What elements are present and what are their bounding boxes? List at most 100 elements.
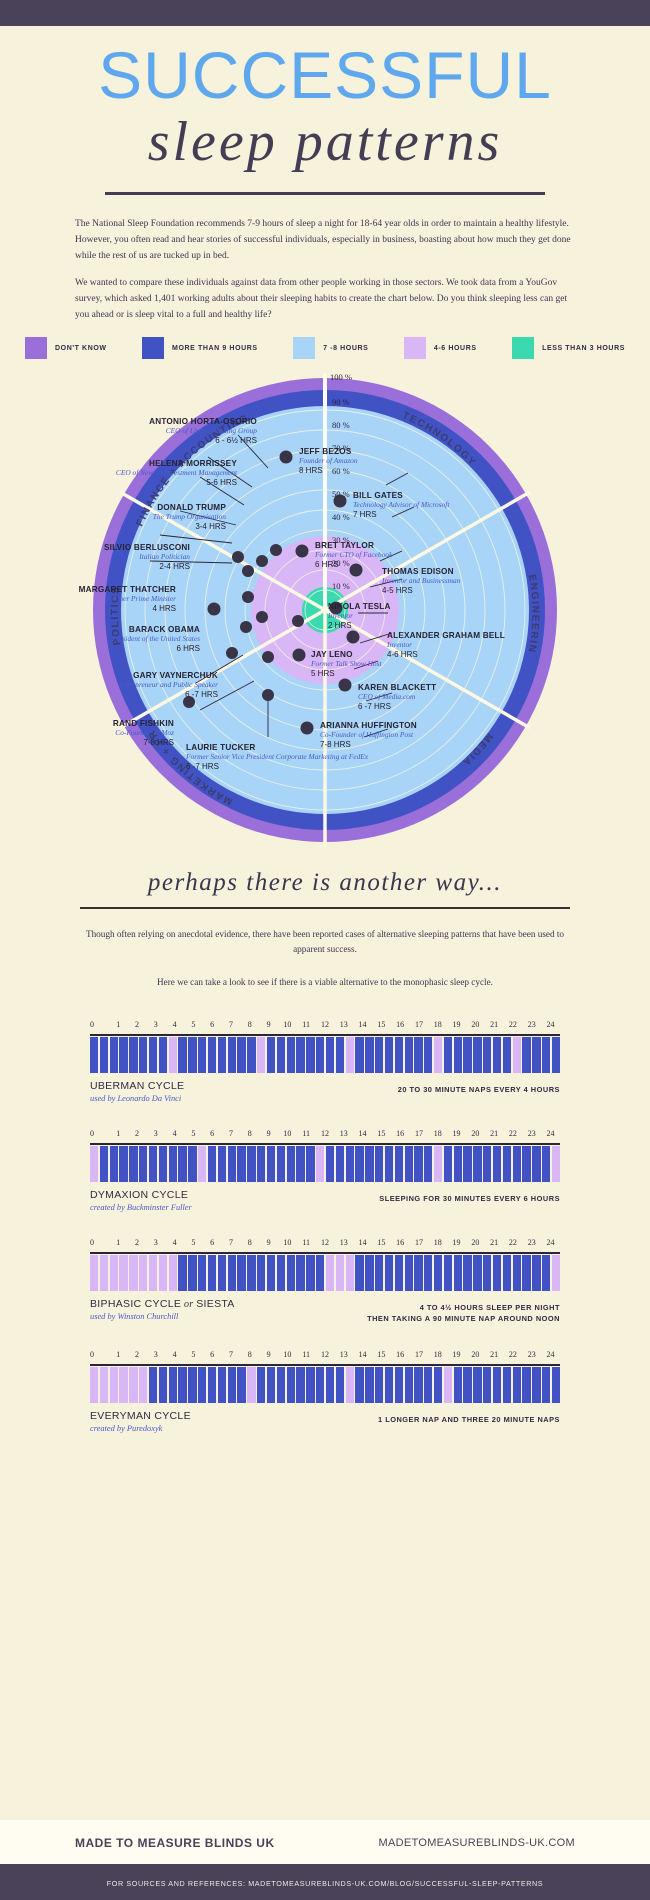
intro-paragraph-1: The National Sleep Foundation recommends… [75,219,571,261]
cycle-bar-segment [109,1145,118,1182]
svg-text:10 %: 10 % [332,581,350,591]
sleep-cycles-list: 0 1 2 3 4 5 6 7 8 9 10 11 12 13 14 15 16 17 18 19 20 21 22 23 24… [90,1019,561,1433]
cycle-bar-segment [266,1036,276,1073]
cycle-bar-segment [335,1036,345,1073]
hour-tick: 14 [358,1128,367,1138]
hour-tick: 20 [471,1128,480,1138]
hour-axis: 0 1 2 3 4 5 6 7 8 9 10 11 12 13 14 15 16 17 18 19 20 21 22 23 24 [90,1350,560,1362]
title-divider [105,192,545,196]
cycle-bar-segment [551,1145,561,1182]
section-divider [80,907,570,910]
cycle-bar-segment [227,1254,236,1291]
cycle-bar-segment [188,1036,197,1073]
hour-tick: 19 [452,1349,461,1359]
cycle-bar-segment [148,1145,158,1182]
hour-tick: 17 [414,1237,423,1247]
hour-tick: 13 [339,1019,348,1029]
cycle-bar-segment [433,1036,443,1073]
cycle-description: 20 TO 30 MINUTE NAPS EVERY 4 HOURS [397,1084,560,1094]
cycle-bar-segment [453,1036,462,1073]
hour-tick: 24 [546,1237,555,1247]
cycle-bar-segment [453,1145,462,1182]
cycle-bar-segment [316,1366,325,1403]
alternative-section: perhaps there is another way... Though o… [0,869,650,989]
hour-tick: 0 [90,1237,94,1247]
cycle-bar-segment [542,1145,551,1182]
cycle-bar-segment [227,1036,236,1073]
cycle-bar-segment [522,1366,531,1403]
cycle-bar-segment [473,1254,482,1291]
hour-tick: 21 [490,1019,499,1029]
cycle-bar-segment [522,1254,531,1291]
cycle-bar-segment [502,1254,512,1291]
hour-tick: 22 [508,1349,517,1359]
cycle-bar-segment [188,1366,197,1403]
hour-tick: 17 [414,1019,423,1029]
cycle-footer: UBERMAN CYCLE used by Leonardo Da Vinci 20… [90,1080,560,1103]
cycle-attribution: used by Leonardo Da Vinci [90,1093,182,1103]
page-subtitle: sleep patterns [147,111,503,173]
hour-tick: 2 [134,1349,139,1359]
cycle-bar-segment [532,1145,541,1182]
cycle-bar-segment [257,1036,266,1073]
hour-tick: 3 [153,1349,158,1359]
cycle-bar-segment [178,1036,187,1073]
svg-text:60 %: 60 % [332,466,350,476]
cycle-bar-segment [247,1366,256,1403]
legend-item: 4-6 HOURS [403,337,477,360]
cycle-bar-segment [286,1036,295,1073]
hour-tick: 4 [172,1237,177,1247]
hour-tick: 23 [527,1349,536,1359]
cycle-bar-segment [512,1366,521,1403]
cycle-bar-segment [453,1366,462,1403]
legend-item: DON'T KNOW [25,337,107,360]
cycle-bar-segment [119,1254,128,1291]
cycle-bar-segment [483,1145,492,1182]
cycle-bar-segment [492,1366,502,1403]
hour-tick: 7 [228,1237,233,1247]
legend-item: LESS THAN 3 HOURS [512,337,625,360]
cycle-bar-segment [365,1366,374,1403]
hour-tick: 6 [210,1128,215,1138]
cycle-bar-segment [433,1145,443,1182]
cycle-bar-segment [345,1036,354,1073]
cycle-bar-segment [463,1254,472,1291]
sleep-cycle-block: 0 1 2 3 4 5 6 7 8 9 10 11 12 13 14 15 16 17 18 19 20 21 22 23 24… [90,1019,561,1103]
cycle-footer: BIPHASIC CYCLE or SIESTA used by Winston … [90,1298,560,1324]
cycle-bar-segment [375,1145,384,1182]
cycle-bar-segment [404,1036,413,1073]
hour-tick: 24 [546,1019,555,1029]
hour-tick: 18 [433,1349,442,1359]
hour-tick: 4 [172,1128,177,1138]
cycle-bar-segment [384,1036,394,1073]
cycle-bar-segment [492,1036,502,1073]
cycle-footer: EVERYMAN CYCLE created by Puredoxyk 1 LONG… [90,1410,560,1433]
cycle-bar-segment [286,1145,295,1182]
cycle-bar-segment [542,1366,551,1403]
hour-tick: 23 [527,1019,536,1029]
hour-tick: 22 [508,1237,517,1247]
hour-tick: 8 [247,1019,252,1029]
cycle-bar-segment [158,1366,168,1403]
cycle-bar-segment [90,1366,99,1403]
cycle-bar-segment [296,1366,305,1403]
cycle-bar-segment [296,1254,305,1291]
hour-tick: 14 [358,1019,367,1029]
cycle-bar-segment [158,1254,168,1291]
cycle-bar-segment [129,1254,138,1291]
cycle-bar-segment [394,1036,403,1073]
hour-axis-line [90,1363,560,1366]
cycle-title: DYMAXION CYCLE [90,1189,192,1201]
cycle-footer: DYMAXION CYCLE created by Buckminster Ful… [90,1189,560,1212]
hour-tick: 21 [490,1128,499,1138]
hour-tick: 5 [191,1237,196,1247]
footer-brand-bar: MADE TO MEASURE BLINDS UK MADETOMEASUREB… [0,1820,650,1864]
cycle-bar-segment [129,1366,138,1403]
radar-leader-lines [149,435,415,738]
hour-tick: 4 [172,1019,177,1029]
top-accent-bar [0,0,650,26]
cycle-title: EVERYMAN CYCLE [90,1410,191,1422]
footer-brand-name: MADE TO MEASURE BLINDS UK [75,1836,275,1850]
cycle-bar-segment [247,1254,256,1291]
footer-website-link[interactable]: MADETOMEASUREBLINDS-UK.COM [378,1837,575,1849]
